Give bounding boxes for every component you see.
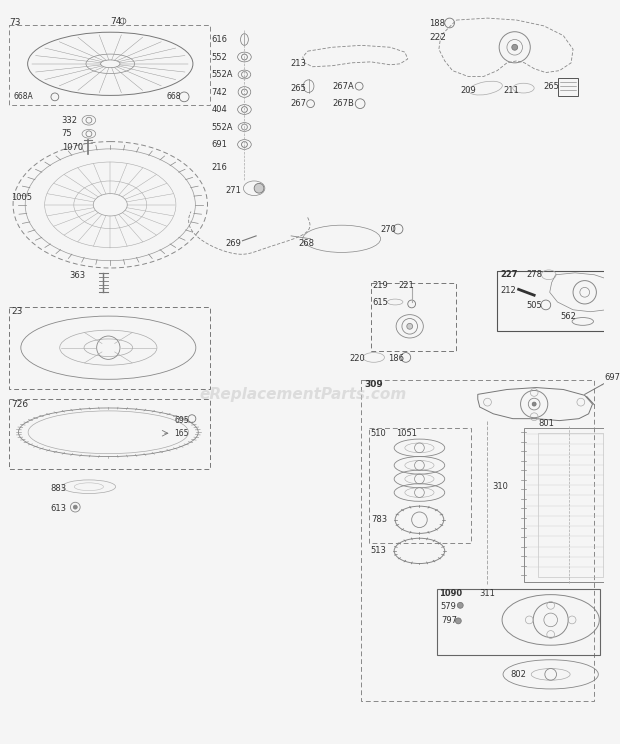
Text: 209: 209 [460,86,476,94]
Text: 1070: 1070 [61,143,83,152]
Text: 75: 75 [61,129,73,138]
Text: 220: 220 [350,354,365,363]
Text: 363: 363 [69,272,86,280]
Text: 697: 697 [604,373,620,382]
Circle shape [512,45,518,50]
Text: 513: 513 [371,546,387,555]
Text: 797: 797 [441,616,457,626]
Text: 668: 668 [167,92,181,101]
Text: 23: 23 [11,307,22,316]
Text: 552A: 552A [211,70,233,79]
Text: 1051: 1051 [396,429,417,437]
Circle shape [73,505,78,509]
Text: 615: 615 [373,298,389,307]
Text: 267B: 267B [332,99,354,108]
Text: 267A: 267A [332,82,353,91]
Text: 668A: 668A [13,92,33,101]
Text: 221: 221 [398,281,414,290]
Circle shape [456,618,461,623]
Text: 802: 802 [511,670,527,679]
Text: 404: 404 [211,105,227,114]
Text: 311: 311 [480,589,495,598]
Text: 73: 73 [9,18,20,27]
Text: 270: 270 [381,225,396,234]
Text: 269: 269 [225,239,241,248]
Text: 613: 613 [50,504,66,513]
Circle shape [407,324,413,330]
Text: 188: 188 [429,19,445,28]
Text: 265: 265 [544,82,560,91]
Text: 212: 212 [500,286,516,295]
Text: 552: 552 [211,53,227,62]
Text: 222: 222 [429,33,446,42]
Text: 265: 265 [290,83,306,92]
Text: 616: 616 [211,35,228,44]
Text: 268: 268 [298,239,314,248]
Circle shape [254,183,264,193]
Text: 310: 310 [492,482,508,491]
Text: eReplacementParts.com: eReplacementParts.com [199,387,406,402]
Text: 505: 505 [526,301,542,310]
Text: 227: 227 [500,270,518,279]
Text: 1090: 1090 [439,589,462,598]
Text: 883: 883 [50,484,66,493]
Text: 278: 278 [526,270,542,279]
Text: 165: 165 [174,429,189,437]
Text: 186: 186 [388,354,404,363]
Text: 1005: 1005 [11,193,32,202]
Text: 271: 271 [225,186,241,195]
Text: 219: 219 [373,281,389,290]
Text: 726: 726 [11,400,29,408]
Text: 579: 579 [441,602,457,611]
Text: 211: 211 [503,86,519,94]
Text: 695: 695 [174,416,189,425]
Text: 691: 691 [211,140,228,149]
Text: 213: 213 [290,60,306,68]
Text: 267: 267 [290,99,306,108]
Text: 216: 216 [211,164,228,173]
Text: 742: 742 [211,88,228,97]
Text: 562: 562 [560,312,576,321]
Circle shape [458,603,463,609]
Text: 309: 309 [364,380,383,389]
Text: 74: 74 [110,16,122,25]
Text: 783: 783 [371,516,387,525]
Circle shape [532,403,536,406]
Text: 332: 332 [61,116,78,125]
Text: 510: 510 [371,429,387,437]
Text: 801: 801 [538,419,554,428]
Text: 552A: 552A [211,123,233,132]
